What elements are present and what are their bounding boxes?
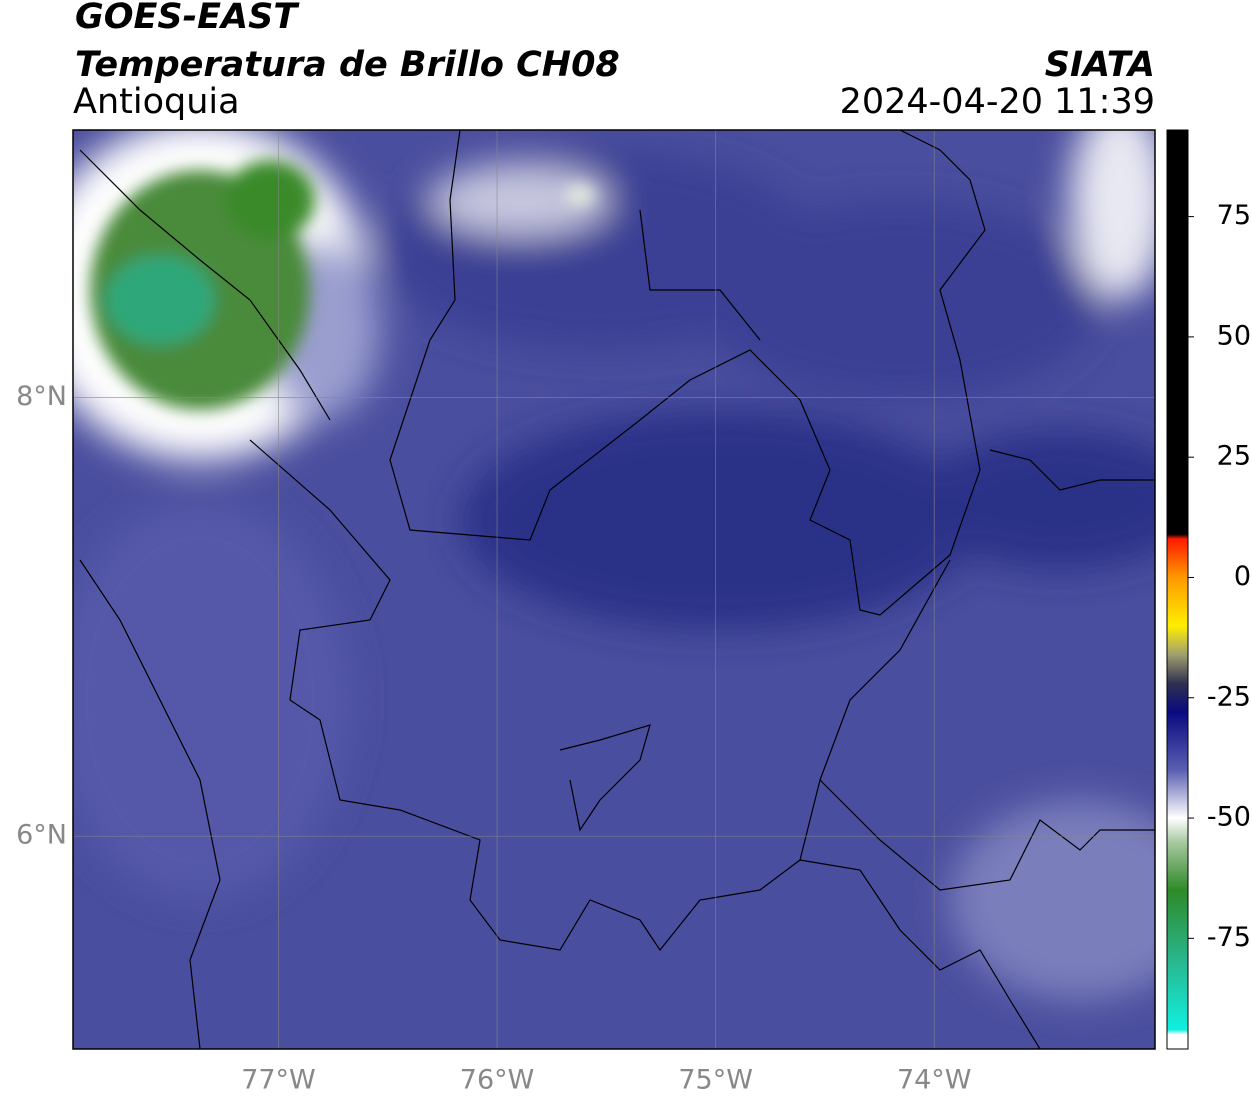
x-tick-label: 75°W xyxy=(678,1065,753,1096)
colorbar-tick-label: -50 xyxy=(1207,802,1251,833)
colorbar-tick-label: 25 xyxy=(1217,441,1251,472)
colorbar-tick-label: -25 xyxy=(1207,681,1251,712)
y-tick-label: 8°N xyxy=(16,381,67,412)
colorbar xyxy=(1166,129,1189,1050)
colorbar-tick-label: 0 xyxy=(1234,561,1251,592)
x-tick-label: 74°W xyxy=(897,1065,972,1096)
satellite-image xyxy=(73,130,1155,1049)
title: GOES-EAST xyxy=(75,0,300,37)
subtitle: Temperatura de Brillo CH08 xyxy=(75,45,620,85)
colorbar-tick-label: 75 xyxy=(1217,200,1251,231)
x-tick-label: 76°W xyxy=(460,1065,535,1096)
colorbar-tick-label: -75 xyxy=(1207,922,1251,953)
source: SIATA xyxy=(1045,45,1155,85)
y-tick-label: 6°N xyxy=(16,820,67,851)
x-tick-label: 77°W xyxy=(241,1065,316,1096)
colorbar-tick-label: 50 xyxy=(1217,320,1251,351)
map-frame xyxy=(72,129,1156,1050)
datetime: 2024-04-20 11:39 xyxy=(840,82,1155,122)
graticule xyxy=(73,130,1155,1049)
region: Antioquia xyxy=(73,82,240,122)
